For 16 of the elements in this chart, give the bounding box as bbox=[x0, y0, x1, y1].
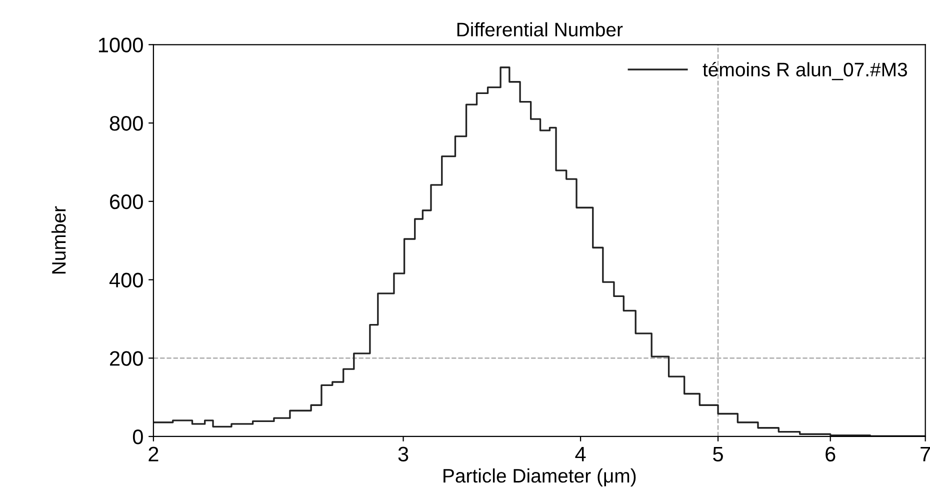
x-tick-label: 4 bbox=[575, 446, 586, 462]
x-axis-title: Particle Diameter (μm) bbox=[444, 468, 636, 487]
x-tick-label: 6 bbox=[826, 446, 836, 462]
x-tick-label: 2 bbox=[148, 446, 158, 462]
chart-title: Differential Number bbox=[457, 22, 623, 36]
y-axis-title: Number bbox=[51, 206, 66, 274]
x-tick-label: 5 bbox=[713, 446, 723, 462]
y-tick-label: 1000 bbox=[98, 38, 143, 52]
x-tick-label: 7 bbox=[920, 446, 930, 462]
y-tick-label: 400 bbox=[109, 272, 143, 288]
y-tick-label: 0 bbox=[132, 429, 143, 444]
y-tick-label: 600 bbox=[110, 194, 143, 210]
legend-label: témoins R alun_07.#M3 bbox=[702, 62, 908, 80]
x-tick-label: 3 bbox=[398, 446, 408, 462]
y-tick-label: 200 bbox=[110, 351, 143, 366]
y-tick-label: 800 bbox=[110, 116, 143, 131]
